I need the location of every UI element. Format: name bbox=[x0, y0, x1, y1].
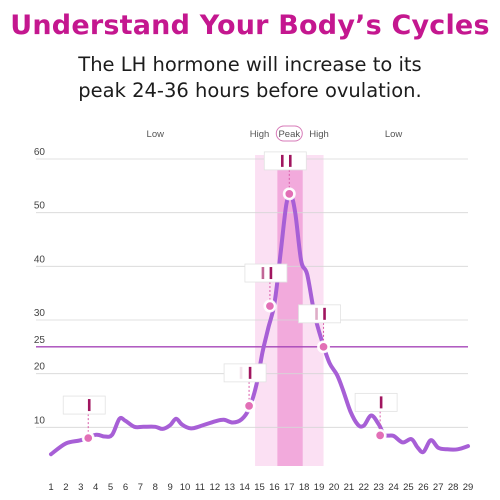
lh-line bbox=[49, 193, 470, 457]
x-tick-label: 19 bbox=[314, 482, 325, 493]
test-marker bbox=[62, 395, 106, 445]
test-strip bbox=[263, 151, 307, 171]
x-tick-label: 21 bbox=[344, 482, 355, 493]
x-tick-label: 23 bbox=[373, 482, 384, 493]
x-tick-label: 8 bbox=[153, 482, 158, 493]
y-axis-labels: 10 20 30 40 50 60 bbox=[34, 147, 46, 426]
x-tick-label: 13 bbox=[224, 482, 235, 493]
marker-dot bbox=[374, 430, 386, 441]
x-tick-label: 6 bbox=[123, 482, 128, 493]
phase-label-low: Low bbox=[385, 129, 403, 140]
phase-label-peak: Peak bbox=[278, 129, 300, 140]
test-strip-line bbox=[323, 307, 326, 320]
marker-dot bbox=[82, 432, 94, 444]
phase-labels: Low High Peak High Low bbox=[147, 125, 403, 142]
x-axis-labels: 1 2 3 4 5 6 7 8 9 10 11 12 13 14 15 16 17 18 19 20 21 22 23 24 2… bbox=[48, 482, 473, 493]
test-strip-line bbox=[280, 154, 284, 167]
x-tick-label: 1 bbox=[48, 482, 53, 493]
test-strip bbox=[354, 392, 398, 412]
x-tick-label: 16 bbox=[269, 482, 280, 493]
y-tick-label: 20 bbox=[34, 362, 46, 373]
x-tick-label: 27 bbox=[433, 482, 444, 493]
test-strip-line bbox=[261, 267, 265, 280]
x-tick-label: 15 bbox=[254, 482, 265, 493]
test-strip-line bbox=[239, 366, 243, 379]
phase-label-high: High bbox=[250, 129, 270, 140]
test-strip-line bbox=[269, 267, 273, 280]
test-markers bbox=[62, 151, 398, 445]
test-strip bbox=[62, 395, 106, 415]
x-tick-label: 5 bbox=[108, 482, 113, 493]
marker-dot bbox=[264, 300, 276, 312]
x-tick-label: 18 bbox=[299, 482, 310, 493]
test-marker bbox=[244, 263, 288, 313]
grid-lines bbox=[36, 158, 468, 428]
x-tick-label: 25 bbox=[403, 482, 414, 493]
x-tick-label: 14 bbox=[239, 482, 250, 493]
marker-dot bbox=[318, 341, 329, 353]
test-strip-line bbox=[379, 396, 383, 409]
x-tick-label: 12 bbox=[210, 482, 221, 493]
subtitle-line-2: peak 24-36 hours before ovulation. bbox=[78, 79, 422, 102]
x-tick-label: 4 bbox=[93, 482, 98, 493]
x-tick-label: 9 bbox=[167, 482, 172, 493]
threshold-line: 25 bbox=[34, 335, 468, 348]
x-tick-label: 29 bbox=[463, 482, 474, 493]
subtitle-line-1: The LH hormone will increase to its bbox=[78, 53, 422, 76]
x-tick-label: 10 bbox=[180, 482, 191, 493]
test-strip bbox=[244, 263, 288, 283]
test-marker bbox=[223, 363, 267, 413]
test-strip-line bbox=[87, 399, 91, 412]
marker-dot bbox=[243, 400, 255, 412]
phase-label-high: High bbox=[309, 129, 329, 140]
x-tick-label: 20 bbox=[329, 482, 340, 493]
test-marker bbox=[354, 392, 398, 442]
marker-dot bbox=[283, 188, 295, 200]
x-tick-label: 26 bbox=[418, 482, 429, 493]
lh-series bbox=[49, 193, 470, 457]
y-tick-label: 30 bbox=[34, 308, 46, 319]
test-strip-line bbox=[315, 307, 318, 320]
y-tick-label: 40 bbox=[34, 254, 46, 265]
x-tick-label: 22 bbox=[358, 482, 369, 493]
test-strip bbox=[298, 304, 341, 324]
y-tick-label: 50 bbox=[34, 201, 46, 212]
x-tick-label: 3 bbox=[78, 482, 83, 493]
x-tick-label: 17 bbox=[284, 482, 295, 493]
test-marker bbox=[298, 304, 341, 354]
phase-label-low: Low bbox=[147, 129, 165, 140]
x-tick-label: 11 bbox=[195, 482, 205, 493]
test-strip-line bbox=[248, 366, 252, 379]
threshold-label: 25 bbox=[34, 335, 46, 346]
peak-pill bbox=[275, 125, 303, 142]
x-tick-label: 28 bbox=[448, 482, 459, 493]
page-title: Understand Your Body’s Cycles bbox=[10, 10, 490, 41]
x-tick-label: 7 bbox=[138, 482, 143, 493]
y-tick-label: 10 bbox=[34, 415, 46, 426]
x-tick-label: 24 bbox=[388, 482, 399, 493]
test-strip bbox=[223, 363, 267, 383]
test-strip-line bbox=[288, 154, 292, 167]
y-tick-label: 60 bbox=[34, 147, 46, 158]
test-marker bbox=[263, 151, 307, 201]
page-subtitle: The LH hormone will increase to its peak… bbox=[0, 52, 500, 104]
x-tick-label: 2 bbox=[63, 482, 68, 493]
